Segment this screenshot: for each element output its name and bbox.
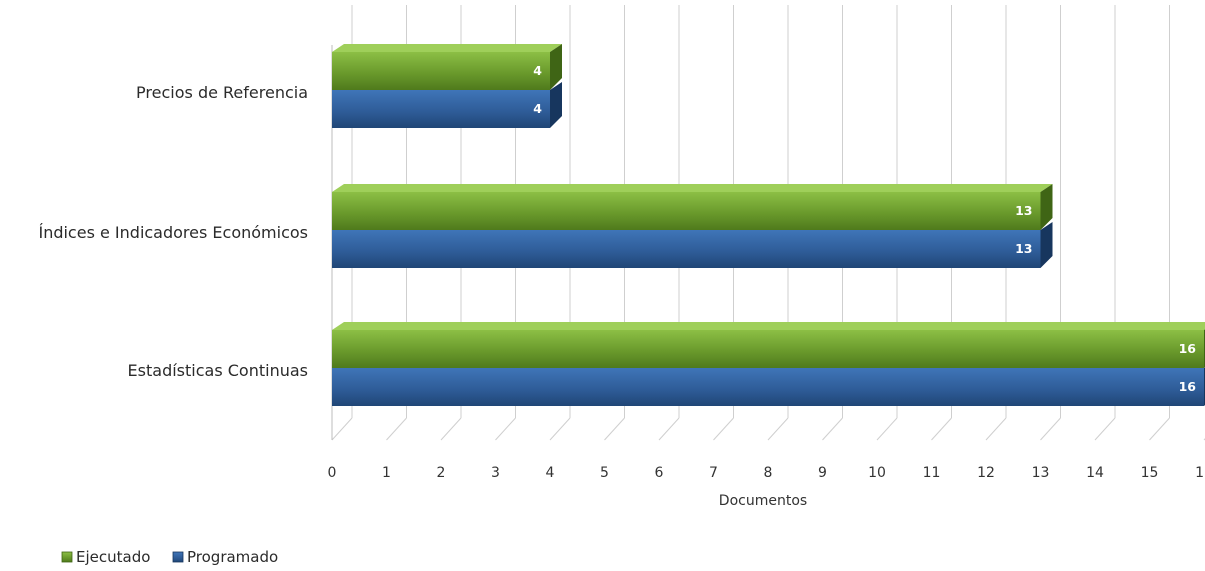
floor-gridline [440,417,462,441]
x-tick-label: 7 [709,465,718,481]
x-tick-label: 16 [1195,465,1205,481]
floor-gridline [876,417,898,441]
bar-programado-1 [332,230,1041,268]
floor-gridline [985,417,1007,441]
x-tick-label: 8 [764,465,773,481]
bar-side-face [550,82,562,128]
category-label: Estadísticas Continuas [128,361,308,380]
floor-gridline [822,417,843,441]
x-tick-label: 2 [437,465,446,481]
floor-gridline [386,417,407,441]
x-axis-title: Documentos [719,493,807,509]
x-tick-label: 0 [328,465,337,481]
floor-gridline [549,417,571,441]
x-tick-label: 10 [868,465,886,481]
x-tick-label: 12 [977,465,995,481]
floor-gridline [331,417,353,441]
bar-top-face [332,44,562,52]
legend-entry: Programado [187,548,278,566]
floor-gridline [1040,417,1061,441]
floor-gridline [604,417,625,441]
data-label: 16 [1179,341,1197,356]
x-tick-label: 15 [1141,465,1159,481]
bar-programado-0 [332,90,550,128]
floor-gridline [1149,417,1170,441]
bar-ejecutado-1 [332,192,1041,230]
data-label: 13 [1015,203,1032,218]
category-label: Precios de Referencia [136,83,308,102]
floor-gridline [495,417,516,441]
x-tick-label: 5 [600,465,609,481]
data-label: 4 [533,63,542,78]
legend-entry: Ejecutado [76,548,150,566]
data-label: 13 [1015,241,1032,256]
bar-programado-2 [332,368,1204,406]
bar-ejecutado-2 [332,330,1204,368]
x-tick-label: 13 [1032,465,1050,481]
data-label: 4 [533,101,542,116]
bar-ejecutado-0 [332,52,550,90]
bar-top-face [332,184,1053,192]
floor-gridline [1094,417,1116,441]
floor-gridline [767,417,789,441]
data-label: 16 [1179,379,1197,394]
floor-gridline [713,417,734,441]
floor-gridline [931,417,952,441]
x-tick-label: 9 [818,465,827,481]
floor-gridline [658,417,680,441]
bar-side-face [1040,222,1053,268]
x-tick-label: 1 [382,465,391,481]
x-tick-label: 3 [491,465,500,481]
legend-swatch [172,551,184,563]
bar-side-face [1040,184,1053,230]
x-tick-label: 6 [655,465,664,481]
category-label: Índices e Indicadores Económicos [38,223,308,242]
legend-swatch [61,551,73,563]
bar-top-face [332,322,1205,330]
x-tick-label: 14 [1086,465,1104,481]
x-tick-label: 11 [923,465,941,481]
bar-side-face [550,44,562,90]
x-tick-label: 4 [546,465,555,481]
